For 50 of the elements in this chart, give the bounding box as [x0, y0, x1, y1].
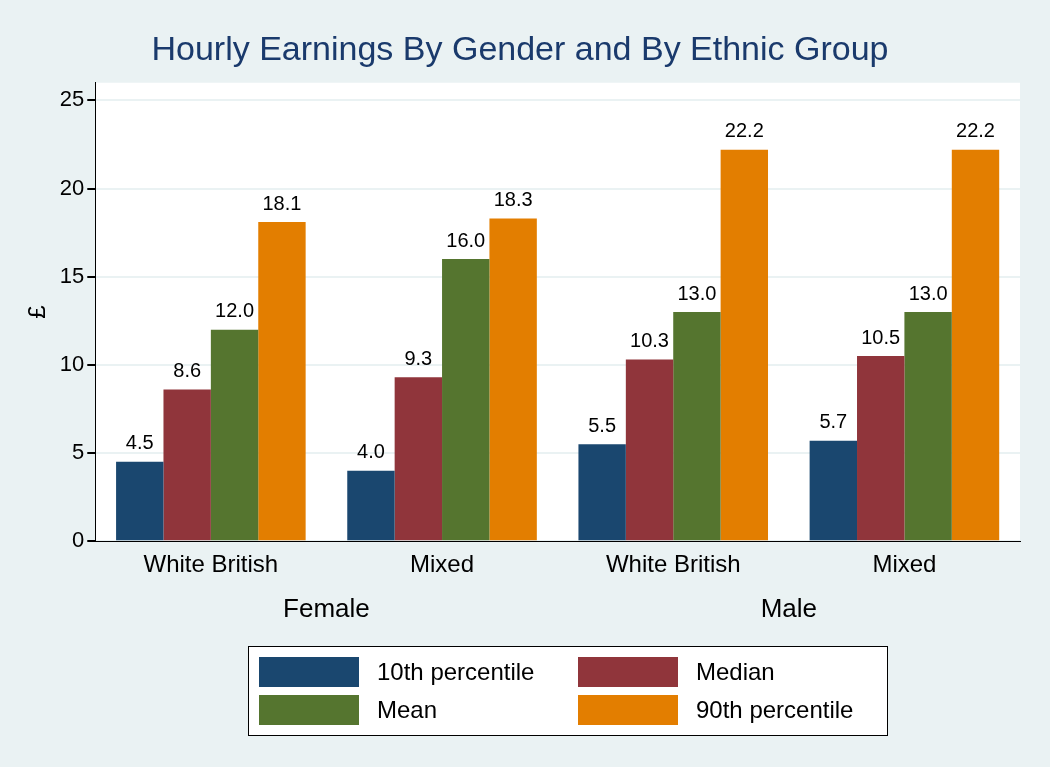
bar — [163, 389, 211, 541]
bar — [720, 149, 769, 541]
data-label: 10.5 — [861, 325, 901, 348]
x-tick-label: White British — [605, 550, 741, 578]
data-label: 10.3 — [630, 329, 669, 352]
legend-label: 10th percentile — [377, 658, 535, 686]
y-tick-label: 25 — [59, 86, 85, 112]
bar — [210, 329, 259, 541]
data-label: 18.3 — [493, 188, 533, 211]
bar — [347, 470, 395, 541]
x-tick-label: White British — [143, 550, 279, 578]
y-tick-label: 10 — [59, 350, 85, 376]
y-axis-title: £ — [23, 305, 51, 319]
y-tick-label: 15 — [59, 262, 85, 288]
legend-label: 90th percentile — [696, 696, 854, 724]
data-label: 4.0 — [357, 440, 385, 463]
bar — [857, 356, 905, 541]
data-label: 12.0 — [215, 299, 255, 322]
bar — [116, 461, 164, 541]
data-label: 16.0 — [446, 228, 486, 251]
bar — [809, 440, 858, 541]
y-tick-label: 5 — [72, 439, 85, 465]
data-label: 22.2 — [956, 119, 995, 142]
bar — [625, 359, 674, 541]
data-label: 13.0 — [677, 281, 717, 304]
bar — [442, 259, 490, 541]
data-label: 13.0 — [908, 281, 948, 304]
data-label: 22.2 — [724, 119, 764, 142]
legend-label: Mean — [377, 696, 438, 724]
bar — [904, 312, 952, 541]
data-label: 8.6 — [173, 359, 202, 382]
text: Female — [283, 593, 370, 624]
data-label: 4.5 — [125, 431, 154, 454]
data-label: 5.7 — [819, 410, 848, 433]
bar — [394, 377, 443, 541]
data-label: 9.3 — [404, 346, 433, 369]
bar — [489, 218, 537, 541]
y-tick-label: 20 — [59, 174, 85, 200]
legend-label: Median — [696, 658, 775, 686]
bar — [578, 444, 626, 541]
data-label: 18.1 — [262, 191, 302, 214]
chart-title: Hourly Earnings By Gender and By Ethnic Group — [151, 28, 889, 67]
y-tick-label: 0 — [72, 527, 85, 553]
bar — [951, 149, 1000, 541]
bar — [258, 222, 306, 541]
x-tick-label: Mixed — [872, 550, 937, 578]
text: Male — [760, 593, 817, 624]
bar — [673, 312, 721, 541]
data-label: 5.5 — [588, 413, 617, 436]
x-tick-label: Mixed — [410, 550, 475, 578]
